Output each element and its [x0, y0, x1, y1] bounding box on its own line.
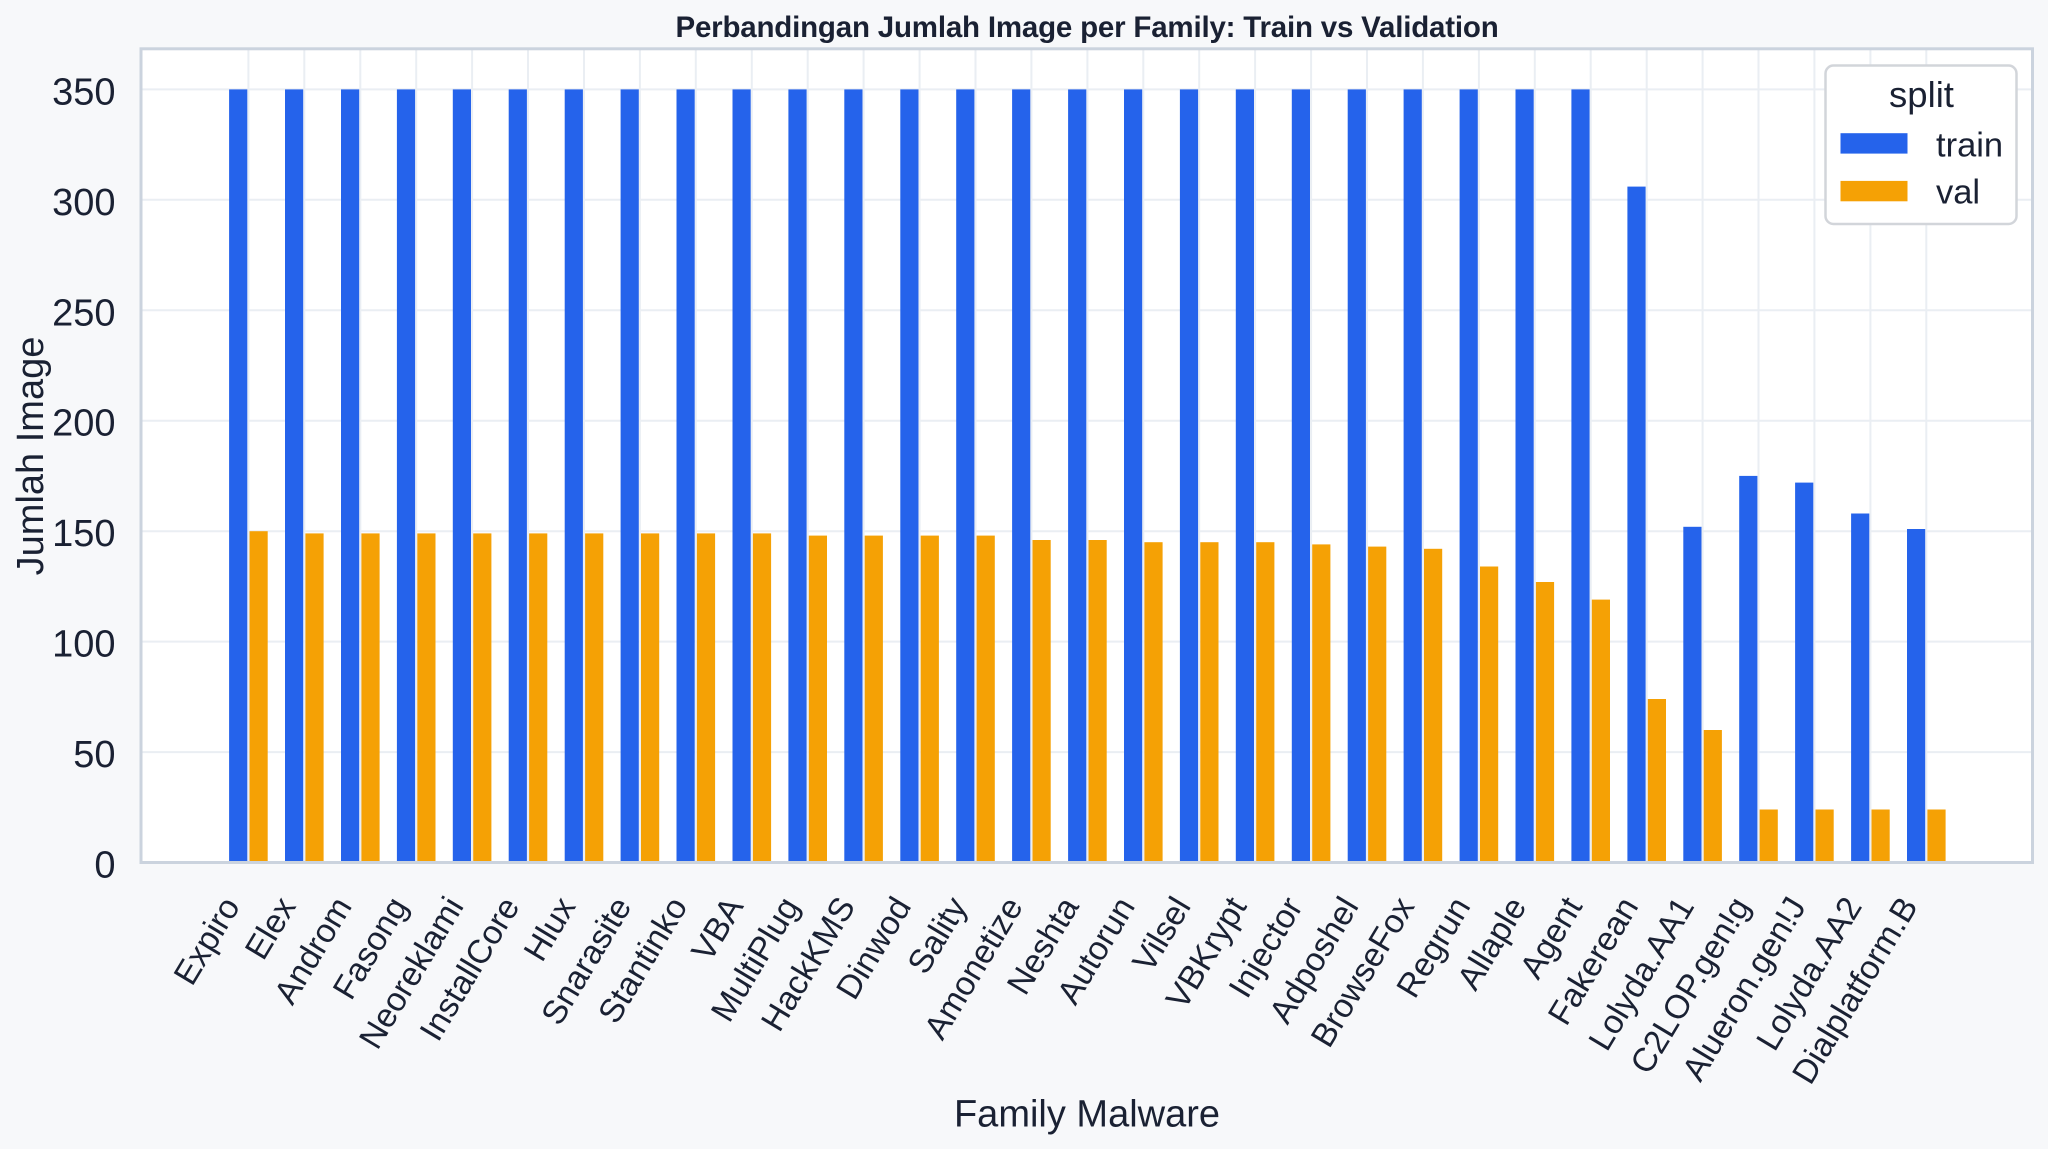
svg-text:Perbandingan Jumlah Image per: Perbandingan Jumlah Image per Family: Tr… [675, 11, 1498, 44]
svg-text:100: 100 [52, 624, 115, 666]
svg-text:Family Malware: Family Malware [954, 1093, 1220, 1135]
svg-text:val: val [1936, 174, 1980, 212]
svg-text:0: 0 [94, 845, 115, 887]
svg-text:200: 200 [52, 403, 115, 445]
svg-text:300: 300 [52, 182, 115, 224]
svg-text:train: train [1936, 127, 2003, 165]
svg-text:250: 250 [52, 292, 115, 334]
svg-text:split: split [1889, 74, 1954, 115]
svg-text:50: 50 [73, 734, 115, 776]
svg-text:Jumlah Image: Jumlah Image [10, 337, 52, 576]
svg-text:350: 350 [52, 71, 115, 113]
svg-text:150: 150 [52, 513, 115, 555]
